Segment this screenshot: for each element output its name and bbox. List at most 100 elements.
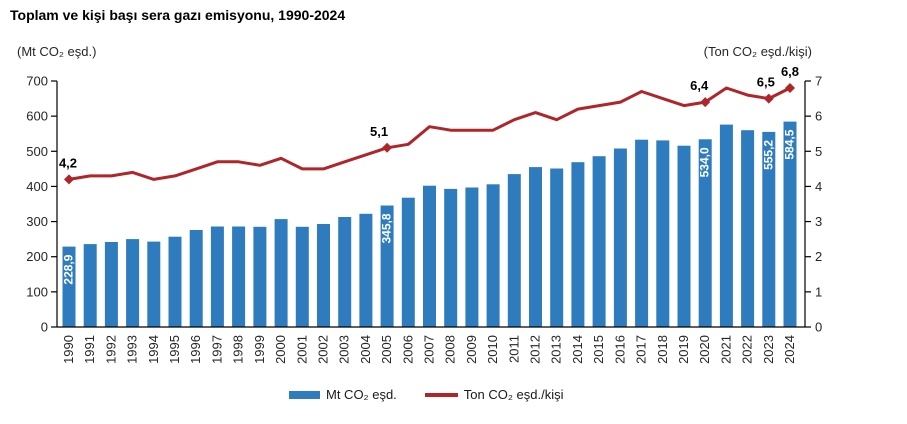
x-axis-label-2008: 2008 xyxy=(443,335,458,364)
x-axis-label-1992: 1992 xyxy=(103,335,118,364)
line-series xyxy=(67,86,792,181)
x-axis-label-2011: 2011 xyxy=(506,335,521,363)
x-axis-label-2005: 2005 xyxy=(379,335,394,364)
x-axis-label-2000: 2000 xyxy=(273,335,288,364)
bar-2008 xyxy=(444,188,458,327)
bar-2000 xyxy=(274,219,288,327)
bar-1990 xyxy=(62,246,76,327)
line-value-label-1990: 4,2 xyxy=(59,155,77,170)
bar-2009 xyxy=(465,187,479,327)
bar-1993 xyxy=(126,239,140,327)
bar-2014 xyxy=(571,162,585,327)
right-axis-tick-label: 3 xyxy=(815,214,822,229)
bar-1996 xyxy=(189,230,203,327)
legend-bar-label: Mt CO₂ eşd. xyxy=(326,387,397,402)
x-axis-label-2016: 2016 xyxy=(612,335,627,364)
line-marker-2020 xyxy=(700,97,711,108)
line-value-label-2005: 5,1 xyxy=(370,124,388,139)
right-axis-tick-label: 4 xyxy=(815,179,822,194)
x-axis-label-2023: 2023 xyxy=(761,335,776,364)
x-axis-label-2004: 2004 xyxy=(358,335,373,364)
x-axis-label-2001: 2001 xyxy=(294,335,309,364)
x-axis-label-2017: 2017 xyxy=(634,335,649,364)
bar-2024 xyxy=(783,121,797,327)
bar-2007 xyxy=(423,185,436,327)
x-axis-label-1994: 1994 xyxy=(146,335,161,364)
right-axis-tick-label: 7 xyxy=(815,74,822,89)
bar-1991 xyxy=(83,244,97,327)
bar-1995 xyxy=(168,236,182,327)
x-axis-label-2006: 2006 xyxy=(400,335,415,364)
x-axis-label-1999: 1999 xyxy=(252,335,267,364)
right-axis-tick-label: 1 xyxy=(815,284,822,299)
legend-bar-swatch xyxy=(289,390,320,399)
bar-2016 xyxy=(613,148,627,327)
x-axis-label-2022: 2022 xyxy=(740,335,755,364)
x-axis-label-2002: 2002 xyxy=(315,335,330,364)
bar-1997 xyxy=(210,226,224,327)
x-axis-label-1995: 1995 xyxy=(167,335,182,364)
line-value-label-2020: 6,4 xyxy=(690,78,709,93)
bar-value-label-2024: 584,5 xyxy=(783,129,797,159)
x-axis-label-2024: 2024 xyxy=(782,335,797,364)
bar-2002 xyxy=(317,224,330,327)
left-axis-tick-label: 500 xyxy=(26,144,48,159)
bar-2013 xyxy=(550,168,564,327)
bar-2019 xyxy=(677,145,691,327)
x-axis-label-2019: 2019 xyxy=(676,335,691,364)
x-axis-label-2012: 2012 xyxy=(528,335,543,364)
left-axis-tick-label: 0 xyxy=(41,320,48,335)
bar-2006 xyxy=(401,197,415,327)
legend-line-label: Ton CO₂ eşd./kişi xyxy=(463,387,564,402)
x-axis-label-2013: 2013 xyxy=(549,335,564,364)
x-axis-label-1990: 1990 xyxy=(61,335,76,364)
x-axis-label-2003: 2003 xyxy=(337,335,352,364)
bar-value-label-1990: 228,9 xyxy=(62,254,76,284)
chart-title: Toplam ve kişi başı sera gazı emisyonu, … xyxy=(10,7,346,23)
bar-2015 xyxy=(592,156,606,327)
left-axis-tick-label: 200 xyxy=(26,249,48,264)
bar-2017 xyxy=(635,139,649,327)
line-marker-2024 xyxy=(785,83,795,94)
x-axis-label-2014: 2014 xyxy=(570,335,585,364)
bar-2021 xyxy=(719,124,733,327)
x-axis-label-1991: 1991 xyxy=(82,335,97,364)
bar-2022 xyxy=(741,130,755,327)
bar-1998 xyxy=(232,226,246,327)
x-axis-label-2010: 2010 xyxy=(485,335,500,364)
legend: Mt CO₂ eşd. Ton CO₂ eşd./kişi xyxy=(289,387,564,402)
bar-1999 xyxy=(253,226,267,327)
right-axis-tick-label: 6 xyxy=(815,109,822,124)
left-axis-tick-label: 700 xyxy=(26,74,48,89)
bar-value-label-2005: 345,8 xyxy=(380,213,394,243)
bar-value-label-2020: 534,0 xyxy=(698,147,712,177)
bar-2004 xyxy=(359,213,373,327)
bar-1992 xyxy=(104,242,118,327)
x-axis-label-1998: 1998 xyxy=(231,335,246,364)
line-value-label-2023: 6,5 xyxy=(757,75,775,90)
bar-2005 xyxy=(380,205,394,327)
line-marker-2005 xyxy=(382,142,393,153)
right-axis-tick-label: 5 xyxy=(815,144,822,159)
bar-2003 xyxy=(338,217,352,327)
x-axis-label-1997: 1997 xyxy=(209,335,224,364)
line-marker-2023 xyxy=(763,93,774,104)
left-axis-tick-label: 100 xyxy=(26,284,48,299)
bar-value-label-2023: 555,2 xyxy=(761,140,775,170)
line-marker-1990 xyxy=(64,174,74,185)
line-value-label-2024: 6,8 xyxy=(781,64,799,79)
left-axis-tick-label: 300 xyxy=(26,214,48,229)
x-axis-label-2020: 2020 xyxy=(697,335,712,364)
legend-line-swatch xyxy=(424,392,458,397)
bar-2023 xyxy=(762,131,776,327)
x-axis-label-1993: 1993 xyxy=(125,335,140,364)
bar-2001 xyxy=(295,226,309,327)
right-axis-tick-label: 2 xyxy=(815,249,822,264)
x-axis-label-2018: 2018 xyxy=(655,335,670,364)
left-axis-title: (Mt CO₂ eşd.) xyxy=(17,44,97,59)
bar-2018 xyxy=(656,140,670,327)
x-axis-label-1996: 1996 xyxy=(188,335,203,364)
bar-2020 xyxy=(698,139,712,327)
bar-1994 xyxy=(147,241,161,327)
